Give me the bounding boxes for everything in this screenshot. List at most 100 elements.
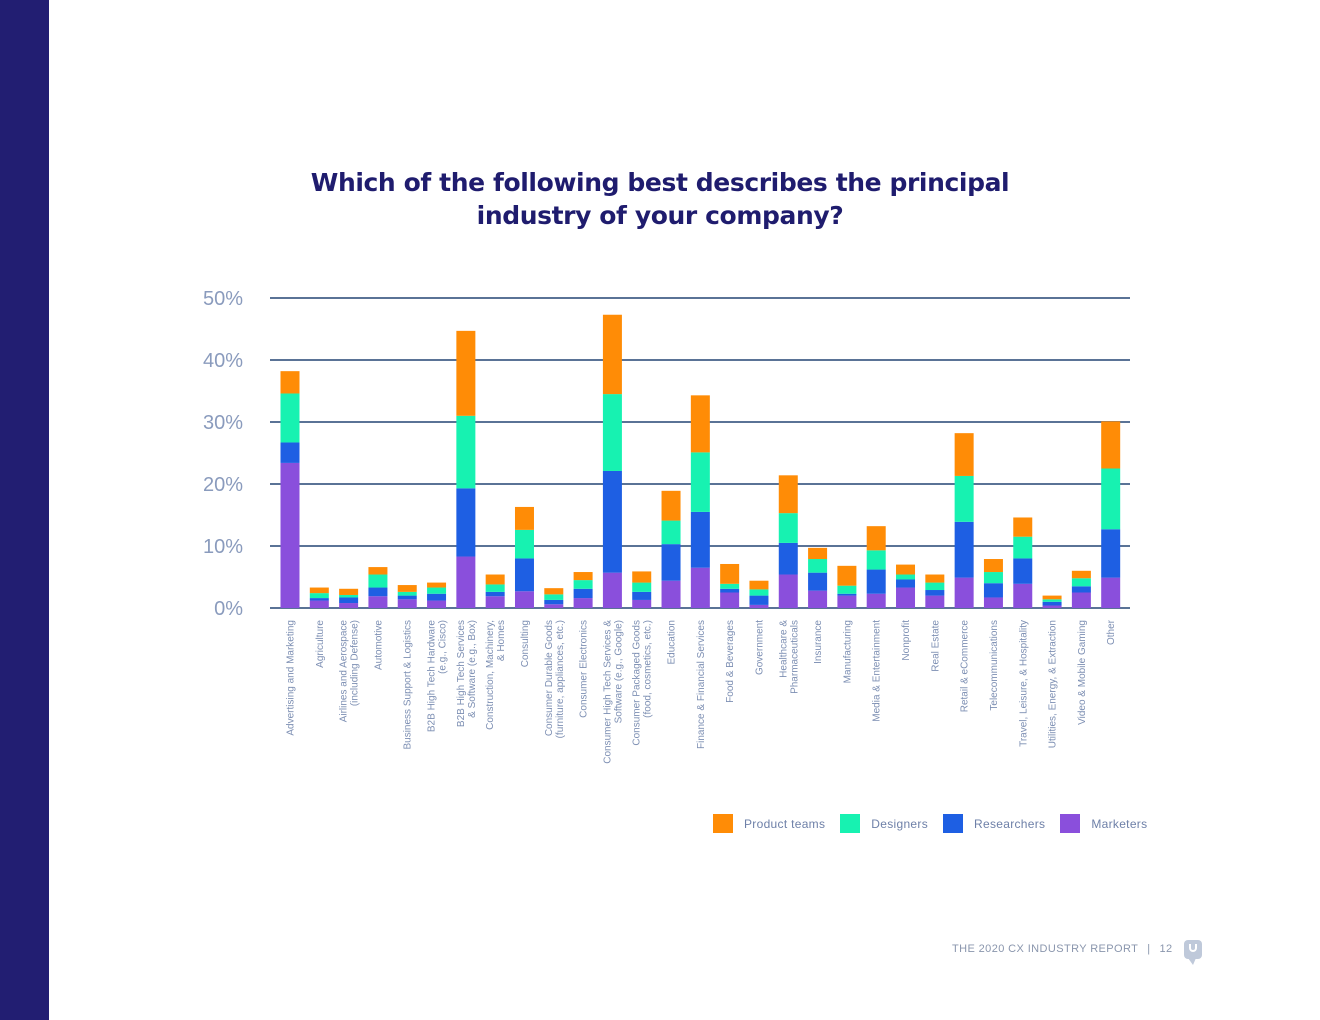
bar-segment-designers [632, 582, 652, 592]
x-tick-label: Other [1106, 619, 1117, 645]
bar-segment-marketers [749, 604, 769, 608]
bar-segment-researchers [925, 590, 945, 596]
x-tick-label-line: Healthcare & [778, 620, 789, 678]
bar-segment-researchers [544, 599, 564, 605]
bar-segment-researchers [778, 542, 798, 575]
legend-swatch [713, 814, 733, 833]
bar-segment-product-teams [720, 563, 740, 584]
x-tick-label-line: Software (e.g., Google) [613, 620, 624, 723]
x-tick-label-line: B2B High Tech Hardware [427, 620, 438, 733]
bar-segment-marketers [1071, 592, 1091, 608]
x-tick-label: Real Estate [930, 620, 941, 672]
legend-swatch [840, 814, 861, 833]
bar-segment-marketers [397, 599, 417, 608]
bar-segment-researchers [808, 572, 828, 591]
x-tick-label-line: Insurance [813, 620, 824, 664]
bar-segment-marketers [1042, 605, 1062, 608]
bar-segment-marketers [1013, 583, 1033, 608]
x-tick-label-line: Travel, Leisure, & Hospitality [1018, 620, 1029, 747]
x-tick-label-line: Agriculture [315, 620, 326, 668]
bar-segment-product-teams [925, 574, 945, 583]
bar-segment-product-teams [632, 571, 652, 583]
bar-segment-researchers [1101, 529, 1121, 578]
bar-segment-designers [485, 584, 505, 592]
x-axis-labels: Advertising and Marketing Agriculture Airl… [286, 619, 1118, 763]
x-tick-label: Construction, Machinery, & Homes [485, 620, 507, 730]
bar-segment-product-teams [983, 559, 1003, 573]
bar-segment-product-teams [544, 588, 564, 595]
x-tick-label-line: Consumer Electronics [579, 620, 590, 718]
bar-segment-designers [749, 589, 769, 596]
bar-segment-marketers [309, 600, 329, 608]
bar-segment-researchers [690, 511, 710, 568]
x-tick-label-line: Telecommunications [989, 620, 1000, 711]
bar-segment-product-teams [690, 395, 710, 453]
page-footer: THE 2020 CX INDUSTRY REPORT | 12 [952, 943, 1173, 955]
x-tick-label-line: Retail & eCommerce [960, 620, 971, 713]
x-tick-label: Consumer Electronics [579, 620, 590, 718]
bar-segment-researchers [1042, 601, 1062, 606]
bar-segment-product-teams [1071, 570, 1091, 579]
footer-separator: | [1147, 943, 1151, 955]
x-tick-label: Insurance [813, 620, 824, 664]
x-tick-label-line: (including Defense) [350, 620, 361, 706]
x-tick-label: Consumer Durable Goods (furniture, applia… [544, 620, 566, 738]
x-tick-label: Nonprofit [901, 620, 912, 661]
bars [280, 314, 1121, 608]
bar-segment-designers [456, 415, 476, 489]
bar-segment-designers [808, 559, 828, 573]
x-tick-label: Agriculture [315, 620, 326, 668]
x-tick-label: Finance & Financial Services [696, 620, 707, 749]
legend-label: Researchers [974, 816, 1046, 831]
x-tick-label: B2B High Tech Services & Software (e.g., … [456, 620, 478, 727]
bar-segment-designers [661, 520, 681, 545]
legend-swatch [1060, 814, 1081, 833]
bar-segment-marketers [339, 603, 359, 608]
bar-segment-marketers [632, 599, 652, 608]
x-tick-label: Advertising and Marketing [286, 620, 297, 736]
bar-segment-marketers [456, 556, 476, 608]
bar-segment-product-teams [954, 433, 974, 476]
bar-segment-product-teams [749, 580, 769, 590]
x-tick-label: Retail & eCommerce [960, 620, 971, 713]
y-tick-label: 40% [203, 350, 243, 372]
bar-segment-designers [339, 594, 359, 598]
bar-segment-researchers [749, 595, 769, 605]
legend-item: Marketers [1060, 814, 1147, 833]
bar-segment-product-teams [339, 588, 359, 595]
bar-segment-product-teams [427, 582, 447, 588]
bar-segment-researchers [632, 591, 652, 600]
bar-segment-marketers [368, 596, 388, 608]
legend-swatch [943, 814, 964, 833]
x-tick-label-line: Real Estate [930, 620, 941, 672]
x-tick-label-line: (food, cosmetics, etc.) [643, 620, 654, 718]
x-tick-label-line: Automotive [373, 620, 384, 670]
bar-segment-designers [1071, 578, 1091, 587]
page-number: 12 [1159, 943, 1173, 955]
x-tick-label: Education [667, 620, 678, 664]
bar-segment-designers [280, 393, 300, 443]
legend-label: Designers [871, 816, 929, 831]
x-tick-label-line: Government [754, 620, 765, 675]
bar-segment-product-teams [1013, 517, 1033, 537]
bar-segment-product-teams [1101, 421, 1121, 469]
x-tick-label-line: (furniture, appliances, etc.) [555, 620, 566, 738]
bar-segment-marketers [720, 592, 740, 608]
bar-segment-designers [896, 574, 916, 580]
legend-item: Designers [840, 814, 928, 833]
bar-segment-marketers [661, 580, 681, 608]
x-tick-label-line: Business Support & Logistics [403, 620, 414, 750]
bar-segment-product-teams [456, 330, 476, 416]
y-tick-label: 20% [203, 474, 243, 496]
x-tick-label-line: & Homes [496, 620, 507, 661]
legend-item: Researchers [943, 814, 1045, 833]
x-tick-label: Healthcare & Pharmaceuticals [778, 620, 800, 694]
bar-segment-designers [514, 529, 534, 559]
x-tick-label-line: Food & Beverages [725, 620, 736, 703]
x-tick-label-line: Advertising and Marketing [286, 620, 297, 736]
chart-title-line-1: Which of the following best describes th… [310, 168, 1010, 197]
speech-bubble-u-icon [1184, 940, 1202, 965]
x-tick-label-line: Education [667, 620, 678, 664]
x-tick-label-line: Video & Mobile Gaming [1077, 620, 1088, 725]
bar-segment-designers [954, 475, 974, 522]
